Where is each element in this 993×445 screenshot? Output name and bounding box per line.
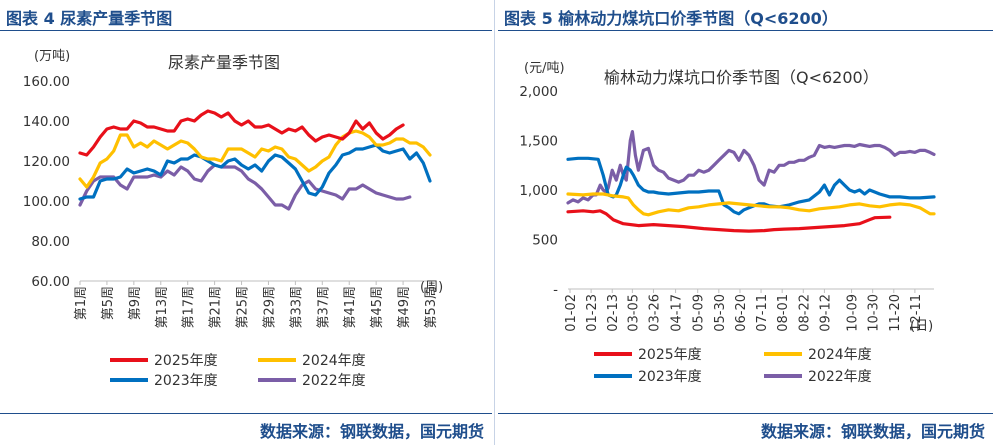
- coal-x-tick-label: 08-22: [797, 294, 812, 332]
- right-bottom-rule: [498, 413, 993, 414]
- left-bottom-rule: [0, 413, 492, 414]
- right-title-rule: [498, 30, 993, 31]
- coal-y-tick-label: -: [553, 282, 558, 298]
- coal-x-tick-label: 10-09: [846, 294, 861, 332]
- right-source-note: 数据来源：钢联数据，国元期货: [760, 422, 985, 441]
- urea-x-tick-label: 第21周: [209, 286, 224, 329]
- coal-x-tick-label: 05-09: [692, 294, 707, 332]
- urea-x-tick-label: 第5周: [101, 286, 116, 320]
- coal-x-tick-label: 06-20: [734, 294, 749, 332]
- urea-legend-label: 2022年度: [302, 373, 366, 389]
- coal-y-tick-label: 2,000: [519, 84, 558, 100]
- coal-y-tick-label: 1,500: [519, 134, 558, 150]
- coal-legend-label: 2023年度: [638, 369, 702, 385]
- urea-y-unit-label: (万吨): [34, 49, 70, 64]
- coal-y-tick-label: 1,000: [519, 183, 558, 199]
- urea-y-tick-label: 100.00: [23, 194, 70, 210]
- coal-series-line-2023年度: [566, 156, 936, 216]
- coal-x-tick-label: 08-01: [776, 294, 791, 332]
- panel-divider: [494, 0, 495, 445]
- urea-series-line-2022年度: [78, 163, 412, 211]
- urea-x-tick-label: 第33周: [289, 286, 304, 329]
- urea-x-tick-label: 第37周: [316, 286, 331, 329]
- coal-x-tick-label: 10-30: [867, 294, 882, 332]
- coal-legend-label: 2025年度: [638, 347, 702, 363]
- left-title-rule: [0, 30, 492, 31]
- urea-x-tick-label: 第45周: [370, 286, 385, 329]
- urea-y-tick-label: 140.00: [23, 114, 70, 130]
- coal-x-tick-label: 07-11: [755, 294, 770, 332]
- urea-x-tick-label: 第49周: [397, 286, 412, 329]
- urea-y-tick-label: 120.00: [23, 154, 70, 170]
- urea-legend-label: 2024年度: [302, 353, 366, 369]
- urea-series-line-2024年度: [78, 129, 432, 189]
- coal-x-tick-label: 02-13: [606, 294, 621, 332]
- coal-x-tick-label: 12-11: [909, 294, 924, 332]
- right-figure-title: 图表 5 榆林动力煤坑口价季节图（Q<6200）: [504, 9, 838, 28]
- left-figure-panel: 图表 4 尿素产量季节图 尿素产量季节图 (万吨) 60.00 80.00 100.00…: [0, 0, 492, 445]
- coal-y-unit-label: (元/吨): [524, 61, 565, 76]
- coal-x-tick-label: 05-30: [713, 294, 728, 332]
- coal-series-line-2024年度: [566, 192, 936, 217]
- urea-x-tick-label: 第1周: [74, 286, 89, 320]
- coal-x-tick-label: 09-12: [818, 294, 833, 332]
- coal-series-line-2022年度: [566, 130, 936, 205]
- coal-x-tick-label: 03-05: [626, 294, 641, 332]
- urea-x-tick-label: 第9周: [128, 286, 143, 320]
- coal-x-tick-label: 03-26: [647, 294, 662, 332]
- urea-x-tick-label: 第41周: [343, 286, 358, 329]
- urea-x-unit-label: (周): [420, 280, 443, 295]
- urea-chart-title: 尿素产量季节图: [168, 53, 280, 72]
- urea-legend-label: 2025年度: [154, 353, 218, 369]
- urea-x-tick-label: 第25周: [236, 286, 251, 329]
- coal-x-tick-label: 01-02: [564, 294, 579, 332]
- right-figure-panel: 图表 5 榆林动力煤坑口价季节图（Q<6200） 榆林动力煤坑口价季节图（Q<6…: [498, 0, 993, 445]
- coal-x-unit-label: (日): [910, 319, 933, 334]
- coal-legend-label: 2022年度: [808, 369, 872, 385]
- urea-x-tick-label: 第29周: [262, 286, 277, 329]
- coal-y-tick-label: 500: [532, 233, 558, 249]
- urea-y-tick-label: 160.00: [23, 74, 70, 90]
- urea-x-tick-label: 第13周: [155, 286, 170, 329]
- coal-x-tick-label: 04-17: [670, 294, 685, 332]
- urea-x-tick-label: 第17周: [182, 286, 197, 329]
- coal-chart-title: 榆林动力煤坑口价季节图（Q<6200）: [604, 68, 879, 87]
- left-source-note: 数据来源：钢联数据，国元期货: [259, 422, 484, 441]
- urea-series-line-2023年度: [78, 143, 432, 201]
- coal-x-tick-label: 01-23: [585, 294, 600, 332]
- urea-y-tick-label: 80.00: [31, 234, 70, 250]
- urea-x-tick-label: 第53周: [424, 286, 439, 329]
- urea-production-chart: 尿素产量季节图 (万吨) 60.00 80.00 100.00 120.00 140.00 1…: [23, 49, 443, 389]
- yulin-coal-price-chart: 榆林动力煤坑口价季节图（Q<6200） (元/吨) - 500 1,000 1,500 2,…: [519, 61, 936, 385]
- coal-x-tick-label: 11-20: [888, 294, 903, 332]
- urea-series-line-2025年度: [78, 109, 405, 157]
- coal-legend-label: 2024年度: [808, 347, 872, 363]
- left-figure-title: 图表 4 尿素产量季节图: [6, 9, 173, 28]
- urea-legend-label: 2023年度: [154, 373, 218, 389]
- urea-y-tick-label: 60.00: [31, 274, 70, 290]
- coal-series-line-2025年度: [566, 209, 892, 233]
